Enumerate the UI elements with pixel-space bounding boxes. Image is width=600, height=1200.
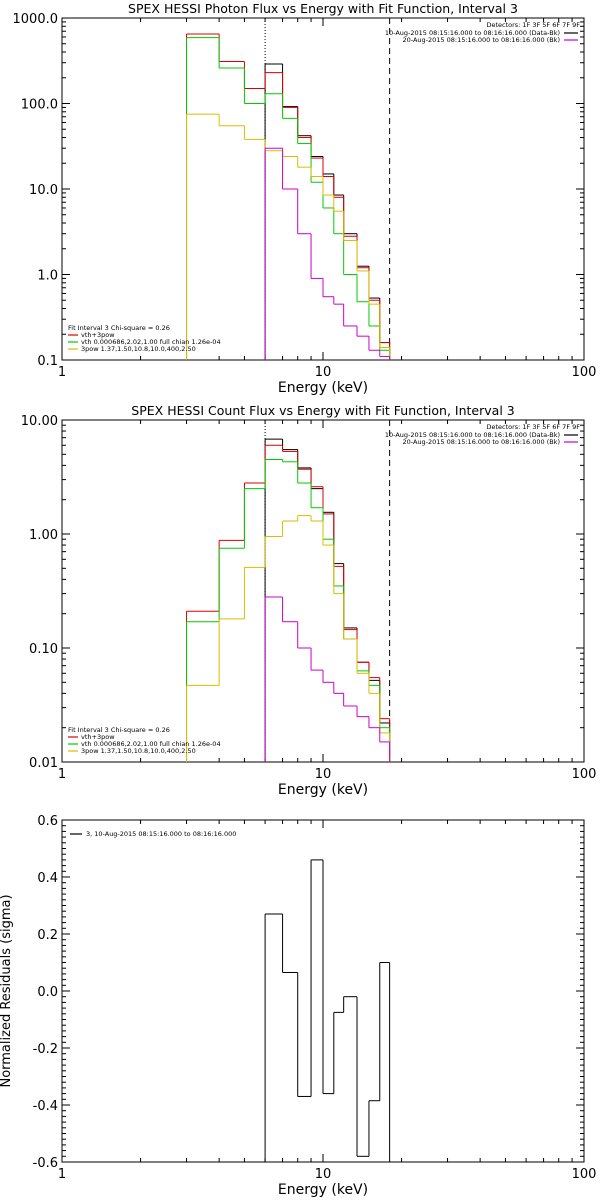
series-3 [186, 37, 391, 360]
legend-entry-label: vth 0.000686,2.02,1.00 full chian 1.26e-… [81, 740, 221, 748]
x-axis-label: Energy (keV) [278, 380, 368, 396]
series-1 [264, 438, 391, 762]
legend-entry-label: vth+3pow [81, 733, 115, 741]
series-4 [186, 515, 391, 762]
legend-entry-label: vth 0.000686,2.02,1.00 full chian 1.26e-… [81, 338, 221, 346]
legend-header: Fit Interval 3 Chi-square = 0.26 [68, 726, 170, 734]
series-2 [186, 33, 391, 360]
y-tick-label: 1000.0 [13, 12, 59, 27]
series-5 [264, 596, 391, 762]
y-tick-label: 1.0 [37, 269, 58, 284]
legend-entry-label: vth+3pow [81, 331, 115, 339]
y-tick-label: 10.0 [29, 183, 58, 198]
x-tick-label: 10 [315, 767, 332, 782]
panel-2: 1 10 100 0.01 0.10 1.00 10.00 SPEX HESSI Count … [21, 403, 597, 798]
series-4 [186, 113, 391, 360]
x-axis-label: Energy (keV) [278, 1182, 368, 1198]
chart-title: SPEX HESSI Count Flux vs Energy with Fit… [131, 403, 514, 418]
panel-1: 1 10 100 0.1 1.0 10.0 100.0 1000.0 SPEX HESSI Ph… [13, 1, 597, 396]
y-tick-label: 0.01 [29, 756, 58, 771]
y-tick-label: -0.6 [33, 1156, 58, 1171]
y-tick-label: -0.2 [33, 1042, 58, 1057]
y-tick-label: -0.4 [33, 1099, 58, 1114]
legend-entry-label: 3pow 1.37,1.50,10.8,10.0,400,2.50 [81, 345, 196, 353]
legend-entry-label: 3, 10-Aug-2015 08:15:16.000 to 08:16:16.… [86, 830, 236, 838]
x-tick-label: 10 [315, 1167, 332, 1182]
x-tick-label: 1 [58, 767, 66, 782]
x-tick-label: 10 [315, 365, 332, 380]
x-tick-label: 1 [58, 365, 66, 380]
legend-entry-label: 10-Aug-2015 08:15:16.000 to 08:16:16.000… [385, 29, 560, 37]
series-1 [264, 859, 391, 1162]
x-tick-label: 1 [58, 1167, 66, 1182]
y-tick-label: 10.00 [21, 414, 58, 429]
chart-title: SPEX HESSI Photon Flux vs Energy with Fi… [128, 1, 518, 16]
plot-frame [61, 419, 585, 763]
legend-entry-label: 3pow 1.37,1.50,10.8,10.0,400,2.50 [81, 747, 196, 755]
legend-header: Detectors: 1F 3F 5F 6F 7F 9F [486, 21, 580, 29]
y-tick-label: 0.4 [37, 871, 58, 886]
y-tick-label: 0.10 [29, 642, 58, 657]
y-tick-label: 0.1 [37, 354, 58, 369]
legend-entry-label: 20-Aug-2015 08:15:16.000 to 08:16:16.000… [403, 36, 560, 44]
x-axis-label: Energy (keV) [278, 782, 368, 798]
y-tick-label: 0.0 [37, 985, 58, 1000]
legend-entry-label: 10-Aug-2015 08:15:16.000 to 08:16:16.000… [385, 431, 560, 439]
series-2 [186, 444, 391, 762]
panel-3: 1 10 100 -0.6 -0.4 -0.2 0.0 0.2 0.4 0.6 Energy (ke… [0, 814, 596, 1198]
legend-entry-label: 20-Aug-2015 08:15:16.000 to 08:16:16.000… [403, 438, 560, 446]
series-5 [264, 147, 391, 360]
legend-header: Fit Interval 3 Chi-square = 0.26 [68, 324, 170, 332]
y-tick-label: 100.0 [21, 98, 58, 113]
y-tick-label: 1.00 [29, 528, 58, 543]
series-1 [264, 63, 391, 360]
y-tick-label: 0.2 [37, 928, 58, 943]
y-axis-label: Normalized Residuals (sigma) [0, 894, 14, 1087]
y-tick-label: 0.6 [37, 814, 58, 829]
x-tick-label: 100 [572, 365, 597, 380]
x-tick-label: 100 [572, 1167, 597, 1182]
legend-header: Detectors: 1F 3F 5F 6F 7F 9F [486, 423, 580, 431]
x-tick-label: 100 [572, 767, 597, 782]
